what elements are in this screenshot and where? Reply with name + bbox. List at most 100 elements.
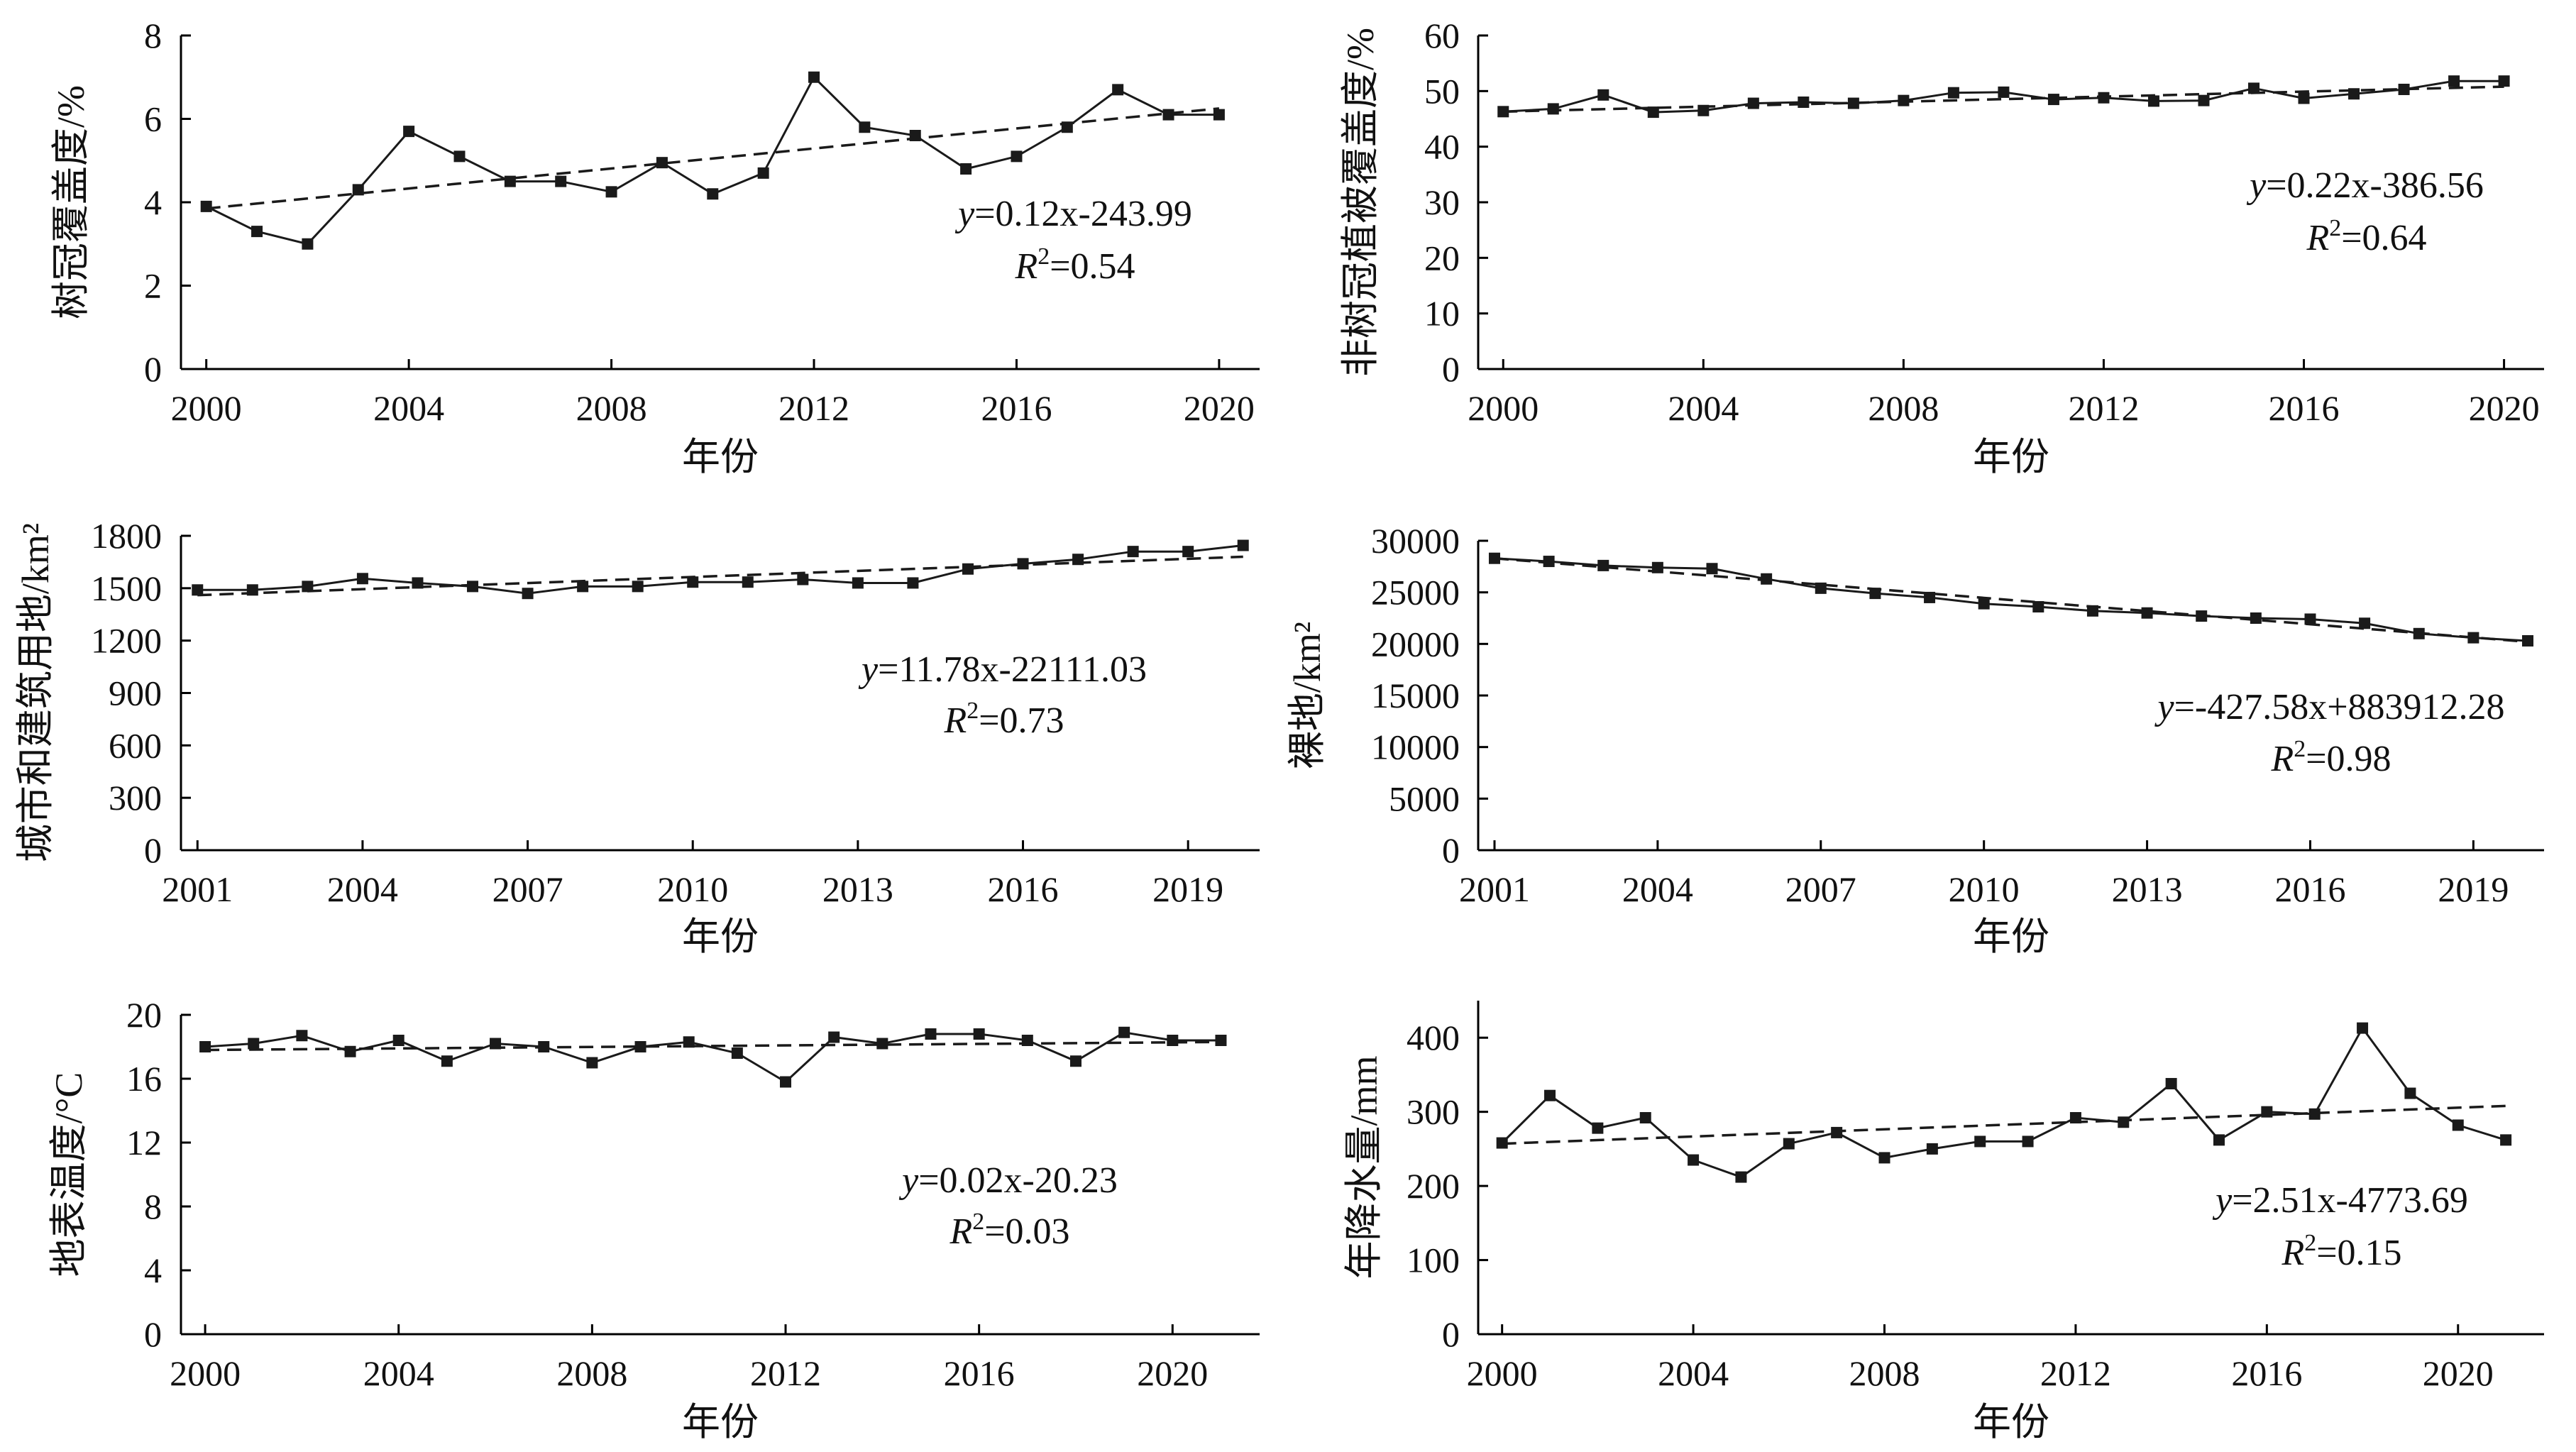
data-point-marker [2448, 75, 2460, 87]
data-point-marker [586, 1057, 598, 1069]
r-symbol: R [2306, 218, 2329, 258]
y-tick-label: 1200 [91, 621, 162, 661]
y-tick-label: 50 [1424, 71, 1460, 111]
r-symbol: R [2281, 1233, 2304, 1273]
x-tick-label: 2000 [1467, 1353, 1538, 1393]
y-tick-label: 600 [109, 725, 162, 765]
x-tick-label: 2001 [162, 869, 233, 909]
r-squared-value: =0.64 [2341, 218, 2426, 258]
regression-equation: y=2.51x-4773.69 [2212, 1180, 2468, 1221]
data-point-marker [490, 1038, 502, 1050]
equation-y-symbol: y [2246, 165, 2267, 206]
data-point-marker [634, 1041, 646, 1052]
data-point-marker [1112, 84, 1124, 96]
data-point-marker [1061, 121, 1073, 133]
trend-line [197, 555, 1243, 597]
r-superscript: 2 [967, 698, 979, 724]
data-point-marker [356, 573, 368, 585]
data-point-marker [1947, 87, 1959, 99]
data-point-marker [2359, 617, 2371, 629]
data-point-marker [683, 1036, 695, 1048]
x-tick-label: 2016 [988, 869, 1059, 909]
r-squared-value: =0.73 [979, 700, 1064, 741]
x-tick-label: 2012 [2040, 1353, 2111, 1393]
data-point-marker [859, 121, 871, 133]
data-point-marker [1237, 539, 1249, 551]
data-point-marker [2086, 605, 2098, 617]
y-tick-label: 12 [126, 1123, 162, 1162]
series-line [197, 544, 1243, 595]
r-squared-label: R2=0.98 [2270, 736, 2391, 779]
data-point-marker [1706, 563, 1718, 575]
y-tick-label: 8 [144, 16, 162, 55]
chart-panel-2: 0 10 20 30 40 50 60 2000 2004 2008 2012 2016 2020 年份 非… [1339, 16, 2544, 478]
x-tick-label: 2000 [170, 1353, 241, 1393]
data-point-marker [1072, 554, 1084, 566]
r-symbol: R [943, 700, 967, 741]
data-point-marker [2196, 610, 2208, 622]
x-tick-label: 2008 [1849, 1353, 1920, 1393]
x-tick-label: 2020 [1184, 388, 1255, 428]
y-axis-title: 城市和建筑用地/km² [14, 523, 57, 862]
y-tick-label: 6 [144, 99, 162, 139]
data-point-marker [742, 576, 754, 588]
x-tick-label: 2016 [2231, 1353, 2302, 1393]
data-point-marker [2032, 601, 2044, 613]
x-tick-label: 2013 [2112, 869, 2183, 909]
y-axis-title: 地表温度/°C [48, 1072, 90, 1277]
data-point-marker [1651, 561, 1663, 573]
data-point-marker [1815, 582, 1827, 594]
chart-panel-3: 0 300 600 900 1200 1500 1800 2001 2004 2007 2010 20… [14, 516, 1260, 958]
data-point-marker [200, 200, 212, 212]
data-point-marker [1543, 556, 1555, 568]
data-point-marker [2022, 1135, 2034, 1148]
data-point-marker [344, 1045, 356, 1057]
x-tick-label: 2004 [1668, 388, 1739, 428]
data-point-marker [960, 163, 972, 175]
data-point-marker [2304, 613, 2316, 625]
data-point-marker [1496, 1137, 1508, 1149]
y-tick-label: 0 [1442, 1314, 1460, 1354]
data-point-marker [296, 1030, 308, 1042]
y-tick-label: 300 [1407, 1092, 1460, 1132]
y-tick-label: 0 [144, 1314, 162, 1354]
data-point-marker [1021, 1035, 1033, 1046]
data-point-marker [522, 588, 534, 600]
equation-body: =0.12x-243.99 [974, 194, 1192, 234]
y-tick-label: 0 [1442, 349, 1460, 389]
data-point-marker [2298, 92, 2310, 104]
y-axis-title: 裸地/km² [1286, 622, 1328, 769]
data-point-marker [1639, 1112, 1651, 1124]
y-tick-label: 400 [1407, 1018, 1460, 1057]
data-point-marker [248, 1038, 260, 1050]
data-point-marker [192, 584, 204, 596]
y-tick-label: 20 [126, 995, 162, 1035]
x-tick-label: 2004 [327, 869, 398, 909]
x-axis-title: 年份 [1973, 1401, 2049, 1443]
r-squared-value: =0.15 [2316, 1233, 2401, 1273]
data-point-marker [973, 1028, 985, 1040]
data-point-marker [1597, 89, 1609, 101]
y-axis-title: 年降水量/mm [1343, 1055, 1385, 1279]
data-point-marker [1798, 97, 1810, 108]
x-tick-label: 2020 [2423, 1353, 2494, 1393]
series-line [1494, 557, 2528, 642]
data-point-marker [467, 581, 479, 593]
r-squared-label: R2=0.54 [1014, 243, 1135, 287]
r-squared-label: R2=0.03 [949, 1209, 1069, 1252]
data-point-marker [199, 1041, 211, 1052]
data-point-marker [441, 1055, 453, 1067]
x-axis-title: 年份 [1973, 915, 2049, 958]
x-tick-label: 2008 [1868, 388, 1939, 428]
data-point-marker [1011, 150, 1023, 163]
r-symbol: R [949, 1211, 972, 1252]
series-line [1501, 1025, 2506, 1179]
equation-body: =0.02x-20.23 [918, 1160, 1118, 1201]
equation-body: =0.22x-386.56 [2266, 165, 2484, 206]
data-point-marker [246, 584, 258, 596]
x-axis-title: 年份 [682, 1401, 759, 1443]
data-point-marker [1924, 591, 1936, 603]
data-point-marker [2452, 1119, 2464, 1131]
y-tick-label: 10 [1424, 294, 1460, 334]
